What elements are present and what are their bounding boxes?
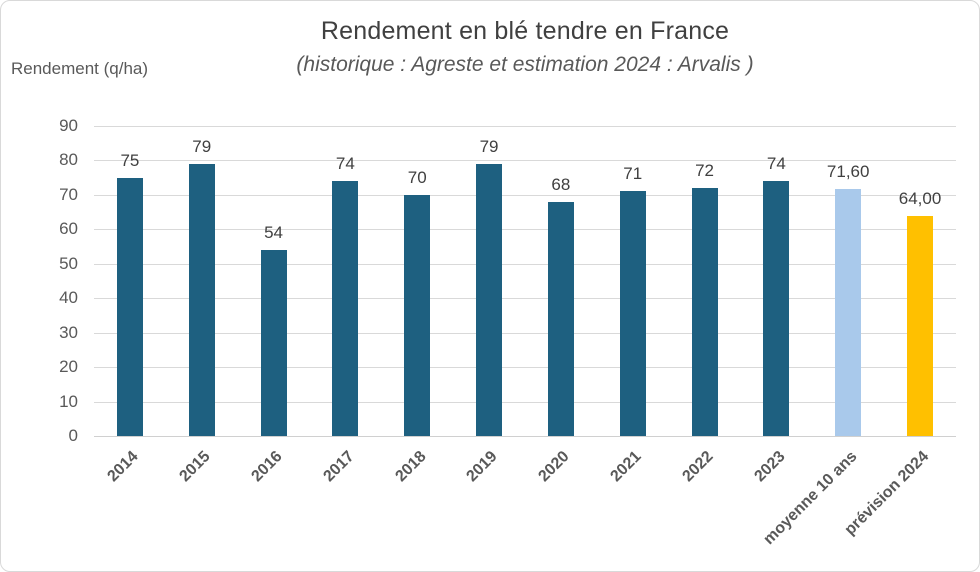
bar	[835, 189, 862, 436]
y-axis-tick-label: 20	[59, 357, 78, 377]
x-axis-label: 2014	[104, 448, 142, 486]
y-axis-tick-label: 0	[68, 426, 78, 445]
bar-value-label: 54	[264, 223, 284, 242]
x-axis-label: 2020	[535, 448, 573, 486]
x-axis-label: 2019	[463, 448, 502, 486]
y-axis-tick-label: 10	[59, 391, 78, 411]
bar-column: 79 2019	[453, 126, 525, 485]
bar-column: 75 2014	[94, 126, 166, 485]
y-axis-title: Rendement (q/ha)	[11, 59, 149, 78]
bar-value-label: 79	[479, 136, 499, 156]
bar	[260, 250, 287, 436]
bar-value-label: 72	[695, 161, 714, 180]
bars-row: 75 2014 79 2015 54 2016 74 2017 70 2018 79 2019 68 20…	[94, 126, 956, 548]
gridline	[94, 401, 956, 403]
x-axis-label: 2016	[248, 448, 286, 486]
bar-value-label: 74	[335, 154, 355, 174]
bar	[476, 163, 503, 436]
y-axis-tick-label: 50	[59, 253, 78, 273]
bar-value-label: 74	[766, 154, 786, 174]
bar-column: 71 2021	[597, 126, 669, 485]
bar-value-label: 71,60	[826, 162, 870, 182]
bar	[547, 201, 574, 436]
y-axis-tick-label: 90	[59, 116, 78, 135]
x-axis-label: 2021	[607, 448, 645, 486]
bar	[763, 181, 790, 436]
gridline	[94, 263, 956, 265]
bar	[619, 191, 646, 436]
bar-value-label: 79	[192, 136, 212, 156]
x-axis-label: 2015	[176, 448, 214, 486]
bar	[404, 194, 431, 436]
bar-value-label: 71	[623, 164, 643, 184]
bar-column: 74 2023	[740, 126, 812, 485]
gridline	[94, 436, 956, 437]
bar-column: 70 2018	[381, 126, 453, 485]
y-axis-tick-label: 40	[59, 288, 78, 308]
x-axis-label: 2023	[751, 448, 789, 486]
gridline	[94, 367, 956, 369]
gridline	[94, 126, 956, 127]
chart-subtitle: (historique : Agreste et estimation 2024…	[296, 53, 754, 76]
y-axis-tick-label: 30	[59, 322, 78, 342]
bar-column: 54 2016	[238, 126, 310, 485]
y-axis-tick-label: 60	[59, 219, 78, 239]
x-axis-label: 2018	[392, 448, 430, 486]
chart-title: Rendement en blé tendre en France	[320, 17, 730, 45]
bar-column: 74 2017	[309, 126, 381, 485]
gridline	[94, 160, 956, 162]
bar	[691, 188, 718, 436]
plot-area: 0 10 20 30 40 50 60 70 80 90 75 2014 79 2015 54 2016 74…	[59, 116, 956, 548]
gridline	[94, 229, 956, 231]
bar-value-label: 75	[120, 150, 140, 170]
gridline	[94, 332, 956, 334]
bar	[907, 215, 934, 436]
gridline	[94, 298, 956, 300]
y-axis-tick-label: 80	[59, 150, 78, 170]
bar-value-label: 68	[551, 174, 571, 194]
x-axis-label: 2017	[320, 448, 358, 486]
bar-column: 68 2020	[525, 126, 597, 485]
bar	[188, 163, 215, 436]
bar	[116, 177, 143, 436]
bar-column: 71,60 moyenne 10 ans	[760, 126, 884, 548]
bar-column: 64,00 prévision 2024	[841, 126, 956, 539]
bar-column: 72 2022	[669, 126, 741, 485]
x-axis-label: 2022	[679, 448, 717, 486]
bar-value-label: 70	[407, 167, 427, 187]
bar	[332, 181, 359, 436]
y-axis-tick-label: 70	[59, 184, 78, 204]
gridline	[94, 194, 956, 196]
bar-value-label: 64,00	[898, 188, 942, 208]
bar-column: 79 2015	[166, 126, 238, 485]
